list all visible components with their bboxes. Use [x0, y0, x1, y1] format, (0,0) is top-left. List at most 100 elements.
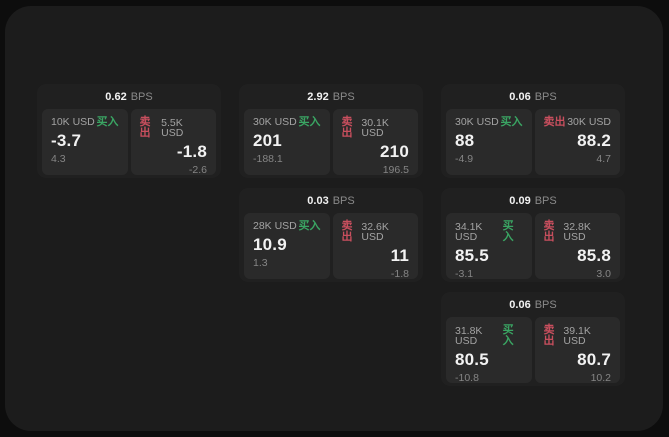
sell-tile[interactable]: 卖出 39.1K USD 80.7 10.2 [534, 317, 620, 384]
quote-card: 0.62 BPS 10K USD 买入 -3.7 4.3 卖出 5.5K USD… [37, 84, 221, 178]
quote-card: 0.06 BPS 31.8K USD 买入 80.5 -10.8 卖出 39.1… [441, 292, 625, 386]
sell-price: 88.2 [577, 131, 611, 150]
bps-unit-label: BPS [332, 90, 355, 103]
sell-size: 32.8K USD [563, 220, 591, 243]
buy-change: -3.1 [455, 267, 474, 280]
sell-size: 39.1K USD [563, 324, 591, 347]
buy-tile[interactable]: 10K USD 买入 -3.7 4.3 [42, 109, 128, 175]
buy-tile[interactable]: 30K USD 买入 201 -188.1 [244, 109, 330, 175]
buy-tag: 买入 [502, 324, 514, 347]
buy-tile[interactable]: 34.1K USD 买入 85.5 -3.1 [446, 213, 532, 279]
bps-value: 0.62 [105, 90, 127, 103]
sell-change: -2.6 [188, 163, 207, 176]
card-header: 0.09 BPS [441, 188, 625, 212]
buy-price: 85.5 [455, 246, 489, 265]
sell-tag: 卖出 [543, 324, 555, 347]
card-body: 34.1K USD 买入 85.5 -3.1 卖出 32.8K USD 85.8… [446, 213, 620, 279]
sell-change: 196.5 [382, 163, 409, 176]
sell-tag: 卖出 [543, 220, 555, 243]
sell-change: 10.2 [590, 371, 611, 384]
card-body: 31.8K USD 买入 80.5 -10.8 卖出 39.1K USD 80.… [446, 317, 620, 383]
sell-tile-header: 卖出 30.1K USD [342, 117, 410, 139]
buy-size: 30K USD [253, 116, 297, 129]
buy-tile-header: 30K USD 买入 [253, 117, 321, 128]
sell-size: 5.5K USD [161, 116, 184, 139]
sell-tag: 卖出 [543, 116, 566, 128]
card-body: 30K USD 买入 88 -4.9 卖出 30K USD 88.2 4.7 [446, 109, 620, 175]
bps-value: 0.09 [509, 194, 531, 207]
buy-tag: 买入 [96, 116, 119, 128]
bps-value: 0.06 [509, 90, 531, 103]
buy-size: 34.1K USD [455, 220, 483, 243]
sell-tag: 卖出 [341, 220, 353, 243]
sell-tile-header: 卖出 32.8K USD [544, 221, 612, 243]
card-header: 0.06 BPS [441, 292, 625, 316]
bps-value: 0.03 [307, 194, 329, 207]
sell-price: -1.8 [176, 142, 207, 161]
sell-tile[interactable]: 卖出 30.1K USD 210 196.5 [332, 109, 418, 176]
sell-tile[interactable]: 卖出 30K USD 88.2 4.7 [534, 109, 620, 175]
quote-card: 0.03 BPS 28K USD 买入 10.9 1.3 卖出 32.6K US… [239, 188, 423, 282]
buy-tile[interactable]: 30K USD 买入 88 -4.9 [446, 109, 532, 175]
buy-change: -4.9 [455, 152, 474, 165]
card-header: 0.62 BPS [37, 84, 221, 108]
sell-size: 32.6K USD [361, 220, 389, 243]
sell-change: 3.0 [596, 267, 611, 280]
sell-tag: 卖出 [341, 116, 353, 139]
bps-unit-label: BPS [534, 194, 557, 207]
buy-size: 10K USD [51, 116, 95, 129]
buy-tag: 买入 [502, 220, 514, 243]
card-header: 0.06 BPS [441, 84, 625, 108]
buy-change: 1.3 [253, 256, 268, 269]
card-header: 2.92 BPS [239, 84, 423, 108]
sell-tag: 卖出 [139, 116, 151, 139]
buy-change: -10.8 [455, 371, 479, 384]
bps-value: 2.92 [307, 90, 329, 103]
sell-tile-header: 卖出 39.1K USD [544, 325, 612, 347]
buy-tag: 买入 [298, 116, 321, 128]
buy-tile-header: 10K USD 买入 [51, 117, 119, 128]
buy-size: 31.8K USD [455, 324, 483, 347]
buy-tag: 买入 [298, 220, 321, 232]
card-header: 0.03 BPS [239, 188, 423, 212]
sell-tile[interactable]: 卖出 32.6K USD 11 -1.8 [332, 213, 418, 280]
buy-tile-header: 30K USD 买入 [455, 117, 523, 128]
sell-tile-header: 卖出 5.5K USD [140, 117, 208, 139]
bps-unit-label: BPS [534, 298, 557, 311]
buy-change: 4.3 [51, 152, 66, 165]
sell-tile[interactable]: 卖出 5.5K USD -1.8 -2.6 [130, 109, 216, 176]
bps-unit-label: BPS [130, 90, 153, 103]
buy-price: -3.7 [51, 131, 82, 150]
sell-size: 30.1K USD [361, 116, 389, 139]
card-body: 28K USD 买入 10.9 1.3 卖出 32.6K USD 11 -1.8 [244, 213, 418, 279]
buy-tile-header: 34.1K USD 买入 [455, 221, 523, 243]
sell-change: 4.7 [596, 152, 611, 165]
buy-size: 28K USD [253, 220, 297, 233]
sell-tile-header: 卖出 32.6K USD [342, 221, 410, 243]
buy-tile-header: 31.8K USD 买入 [455, 325, 523, 347]
buy-price: 10.9 [253, 235, 287, 254]
buy-tile[interactable]: 31.8K USD 买入 80.5 -10.8 [446, 317, 532, 383]
buy-size: 30K USD [455, 116, 499, 129]
card-body: 10K USD 买入 -3.7 4.3 卖出 5.5K USD -1.8 -2.… [42, 109, 216, 175]
card-body: 30K USD 买入 201 -188.1 卖出 30.1K USD 210 1… [244, 109, 418, 175]
sell-tile-header: 卖出 30K USD [544, 117, 612, 128]
sell-size: 30K USD [567, 116, 611, 129]
quote-card: 0.06 BPS 30K USD 买入 88 -4.9 卖出 30K USD 8… [441, 84, 625, 178]
buy-tile-header: 28K USD 买入 [253, 221, 321, 232]
bps-unit-label: BPS [332, 194, 355, 207]
quote-card: 2.92 BPS 30K USD 买入 201 -188.1 卖出 30.1K … [239, 84, 423, 178]
bps-value: 0.06 [509, 298, 531, 311]
sell-change: -1.8 [390, 267, 409, 280]
buy-tag: 买入 [500, 116, 523, 128]
sell-tile[interactable]: 卖出 32.8K USD 85.8 3.0 [534, 213, 620, 280]
buy-price: 80.5 [455, 350, 489, 369]
buy-price: 201 [253, 131, 282, 150]
bps-unit-label: BPS [534, 90, 557, 103]
buy-change: -188.1 [253, 152, 283, 165]
sell-price: 85.8 [577, 246, 611, 265]
buy-price: 88 [455, 131, 475, 150]
sell-price: 80.7 [577, 350, 611, 369]
buy-tile[interactable]: 28K USD 买入 10.9 1.3 [244, 213, 330, 279]
